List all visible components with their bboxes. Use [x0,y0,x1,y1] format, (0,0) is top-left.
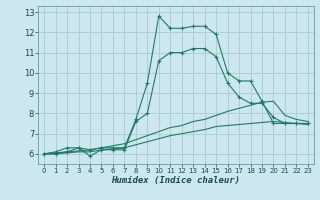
X-axis label: Humidex (Indice chaleur): Humidex (Indice chaleur) [111,176,241,185]
